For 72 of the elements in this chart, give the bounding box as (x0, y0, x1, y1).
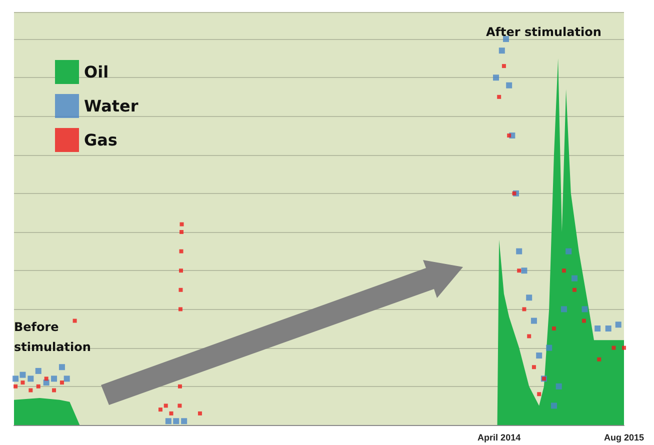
point (537, 392, 542, 396)
point (503, 36, 509, 42)
point (165, 418, 172, 424)
point (72, 318, 77, 323)
x-tick-label: April 2014 (478, 432, 521, 442)
point (572, 288, 576, 292)
point (178, 307, 182, 312)
point (12, 376, 19, 382)
point (571, 275, 578, 282)
point (35, 368, 42, 374)
point (14, 384, 18, 388)
legend-label: Gas (84, 130, 118, 150)
point (28, 388, 33, 392)
point (546, 344, 552, 351)
point (20, 372, 26, 378)
point (178, 384, 182, 388)
point (582, 306, 588, 312)
point (622, 346, 626, 350)
point (178, 404, 182, 408)
point (527, 334, 532, 338)
point (594, 326, 601, 332)
point (28, 376, 34, 382)
point (522, 307, 526, 312)
point (562, 268, 566, 273)
point (536, 352, 542, 359)
point (164, 404, 168, 408)
point (516, 248, 522, 254)
legend-label: Oil (84, 62, 109, 82)
point (179, 249, 184, 254)
point (181, 418, 188, 424)
point (556, 383, 562, 390)
point (566, 248, 572, 254)
point (51, 376, 58, 382)
point (615, 322, 622, 328)
point (492, 74, 499, 81)
point (605, 326, 612, 332)
point (52, 388, 56, 392)
point (512, 191, 516, 196)
point (180, 230, 184, 234)
point (158, 408, 162, 412)
point (44, 376, 48, 381)
point (507, 134, 512, 138)
point (173, 418, 180, 424)
point (64, 376, 70, 382)
point (178, 268, 183, 273)
point (497, 94, 502, 99)
point (506, 82, 512, 88)
point (517, 268, 522, 273)
point (532, 365, 536, 370)
point (597, 357, 602, 362)
point (552, 326, 556, 331)
annotation: After stimulation (486, 25, 602, 39)
point (582, 318, 586, 323)
point (560, 306, 567, 312)
point (178, 288, 183, 292)
point (198, 411, 202, 416)
point (169, 411, 174, 416)
point (521, 268, 528, 274)
point (612, 346, 616, 350)
point (526, 294, 532, 301)
point (180, 222, 184, 226)
point (498, 48, 505, 54)
point (58, 364, 65, 370)
point (60, 380, 64, 385)
point (36, 384, 40, 388)
annotation: Before stimulation (14, 320, 91, 354)
point (20, 380, 25, 385)
x-tick-label: Aug 2015 (604, 432, 644, 442)
legend-label: Water (84, 96, 138, 116)
point (502, 64, 506, 68)
point (550, 402, 557, 409)
point (530, 318, 537, 324)
